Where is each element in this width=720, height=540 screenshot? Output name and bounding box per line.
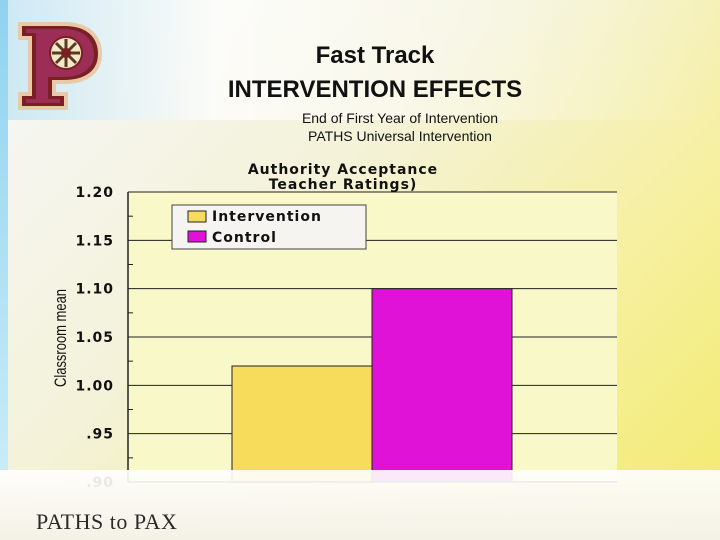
subtitle-line-2: PATHS Universal Intervention bbox=[308, 128, 492, 144]
y-tick-label: 1.10 bbox=[75, 282, 114, 298]
chart-title-line-2: Teacher Ratings) bbox=[269, 177, 418, 193]
y-tick-label: 1.05 bbox=[75, 330, 114, 346]
legend: Intervention Control bbox=[171, 204, 367, 250]
y-tick-label: .95 bbox=[86, 427, 114, 443]
bar-intervention bbox=[231, 365, 373, 483]
y-tick-labels: 1.201.151.101.051.00.95.90 bbox=[75, 185, 133, 491]
subtitle-line-1: End of First Year of Intervention bbox=[301, 110, 499, 126]
legend-label-intervention: Intervention bbox=[212, 209, 322, 225]
y-axis-label: Classroom mean bbox=[51, 289, 70, 387]
chart-title-line-1: Authority Acceptance bbox=[248, 162, 438, 178]
legend-swatch-intervention bbox=[187, 210, 207, 223]
legend-swatch-control bbox=[187, 230, 207, 243]
y-tick-label: 1.20 bbox=[75, 185, 114, 201]
background-sheen bbox=[0, 0, 720, 120]
legend-label-control: Control bbox=[212, 230, 277, 246]
title-line-2: INTERVENTION EFFECTS bbox=[227, 76, 523, 103]
footer-band bbox=[0, 470, 720, 540]
title-line-1: Fast Track bbox=[315, 42, 435, 69]
y-tick-label: 1.15 bbox=[75, 233, 114, 249]
bars bbox=[231, 288, 513, 483]
footer-brand: PATHS to PAX bbox=[36, 509, 178, 534]
y-tick-label: 1.00 bbox=[75, 378, 114, 394]
bar-control bbox=[371, 288, 513, 483]
paths-logo bbox=[18, 22, 103, 110]
left-accent-strip bbox=[0, 0, 8, 470]
